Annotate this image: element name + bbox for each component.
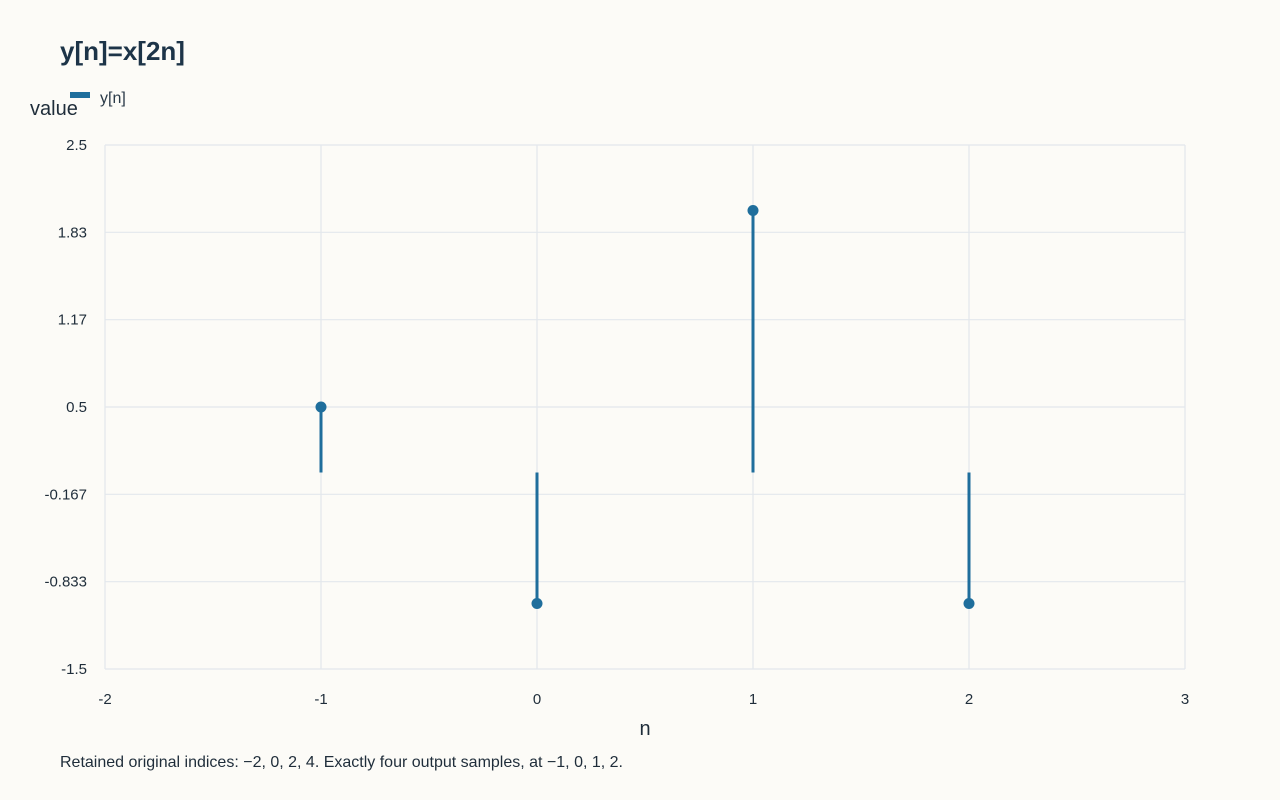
x-axis-label: n	[639, 718, 650, 740]
x-tick-label: -2	[98, 691, 111, 708]
stem-marker	[747, 205, 759, 216]
y-axis-label: value	[30, 98, 78, 120]
x-tick-labels: -2 -1 0 1 2 3	[98, 691, 1189, 708]
y-tick-label: -1.5	[61, 661, 87, 678]
x-tick-label: 2	[965, 691, 973, 708]
grid	[104, 144, 1186, 670]
y-tick-label: -0.833	[44, 574, 87, 591]
legend: y[n]	[70, 90, 126, 108]
stem-marker	[315, 401, 327, 413]
x-tick-label: -1	[314, 691, 327, 708]
stems	[315, 205, 975, 609]
caption: Retained original indices: −2, 0, 2, 4. …	[60, 754, 623, 771]
legend-swatch	[70, 92, 90, 98]
stem-marker	[531, 598, 543, 609]
y-tick-label: -0.167	[44, 486, 87, 503]
chart-title: y[n]=x[2n]	[60, 36, 185, 66]
y-tick-label: 1.83	[58, 224, 87, 241]
y-tick-label: 0.5	[66, 399, 87, 416]
x-tick-label: 1	[749, 691, 757, 708]
y-tick-labels: 2.5 1.83 1.17 0.5 -0.167 -0.833 -1.5	[44, 137, 87, 678]
x-tick-label: 0	[533, 691, 541, 708]
legend-label: y[n]	[100, 90, 126, 107]
y-tick-label: 2.5	[66, 137, 87, 154]
y-tick-label: 1.17	[58, 312, 87, 329]
stem-marker	[963, 598, 975, 609]
x-tick-label: 3	[1181, 691, 1189, 708]
